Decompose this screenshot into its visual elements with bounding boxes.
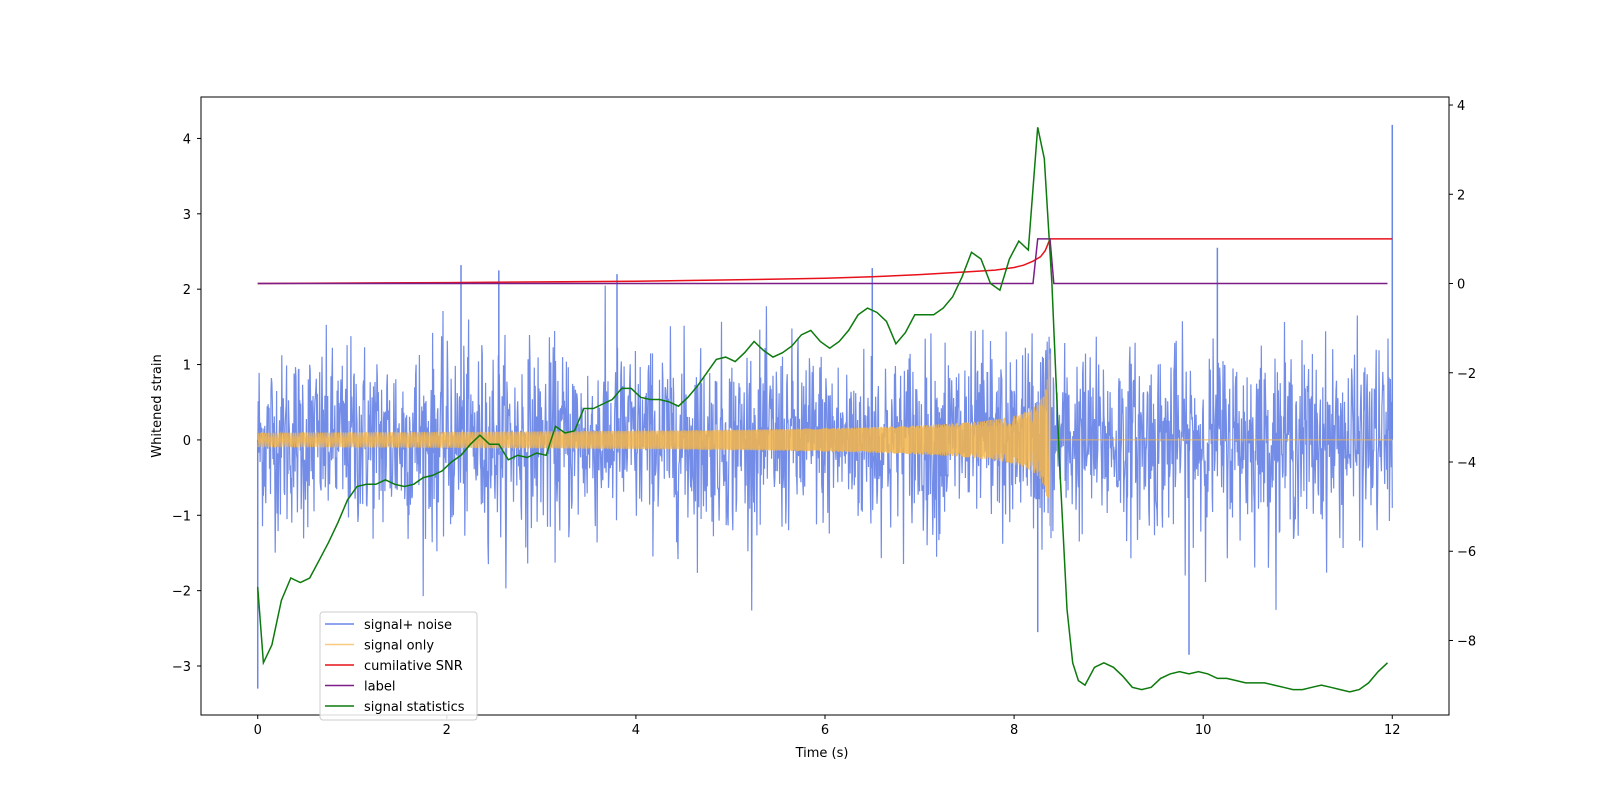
- y2-tick-label: 4: [1457, 99, 1465, 114]
- x-axis: 0 2 4 6 8 10 12: [254, 715, 1401, 738]
- series-signal-statistics-line: [256, 127, 1389, 693]
- y2-tick-label: −6: [1457, 545, 1476, 560]
- x-tick-label: 12: [1384, 723, 1401, 738]
- x-tick-label: 6: [821, 723, 829, 738]
- series-signal-only-line: [257, 353, 1393, 527]
- legend-label: signal statistics: [364, 700, 465, 715]
- y-tick-label: 4: [183, 132, 191, 147]
- legend-label: signal only: [364, 639, 434, 654]
- legend-box: [319, 611, 478, 721]
- y2-tick-label: 0: [1457, 278, 1465, 293]
- x-tick-label: 10: [1195, 723, 1212, 738]
- x-tick-label: 0: [254, 723, 262, 738]
- x-tick-label: 4: [632, 723, 640, 738]
- series-layer: [256, 124, 1394, 693]
- legend: signal+ noise signal only cumilative SNR la…: [319, 611, 478, 721]
- y-tick-label: −2: [172, 585, 191, 600]
- y2-tick-label: −4: [1457, 456, 1476, 471]
- x-tick-label: 2: [443, 723, 451, 738]
- series-label-line: [257, 238, 1388, 285]
- y-tick-label: 0: [183, 434, 191, 449]
- x-axis-label: Time (s): [795, 746, 849, 761]
- y-tick-label: −1: [172, 509, 191, 524]
- y2-tick-label: 2: [1457, 188, 1465, 203]
- series-signal-noise-line: [257, 285, 1393, 611]
- legend-label: label: [364, 680, 395, 695]
- y-axis-left: −3 −2 −1 0 1 2 3 4: [172, 132, 201, 675]
- y-tick-label: 1: [183, 359, 191, 374]
- y-tick-label: 2: [183, 283, 191, 298]
- y-tick-label: −3: [172, 660, 191, 675]
- x-tick-label: 8: [1010, 723, 1018, 738]
- y2-tick-label: −2: [1457, 367, 1476, 382]
- y-axis-label: Whitened strain: [150, 354, 165, 457]
- y2-tick-label: −8: [1457, 634, 1476, 649]
- legend-label: signal+ noise: [364, 618, 452, 633]
- y-axis-right: −8 −6 −4 −2 0 2 4: [1449, 99, 1476, 649]
- series-cumulative-snr-line: [257, 238, 1393, 285]
- legend-label: cumilative SNR: [364, 659, 463, 674]
- y-tick-label: 3: [183, 208, 191, 223]
